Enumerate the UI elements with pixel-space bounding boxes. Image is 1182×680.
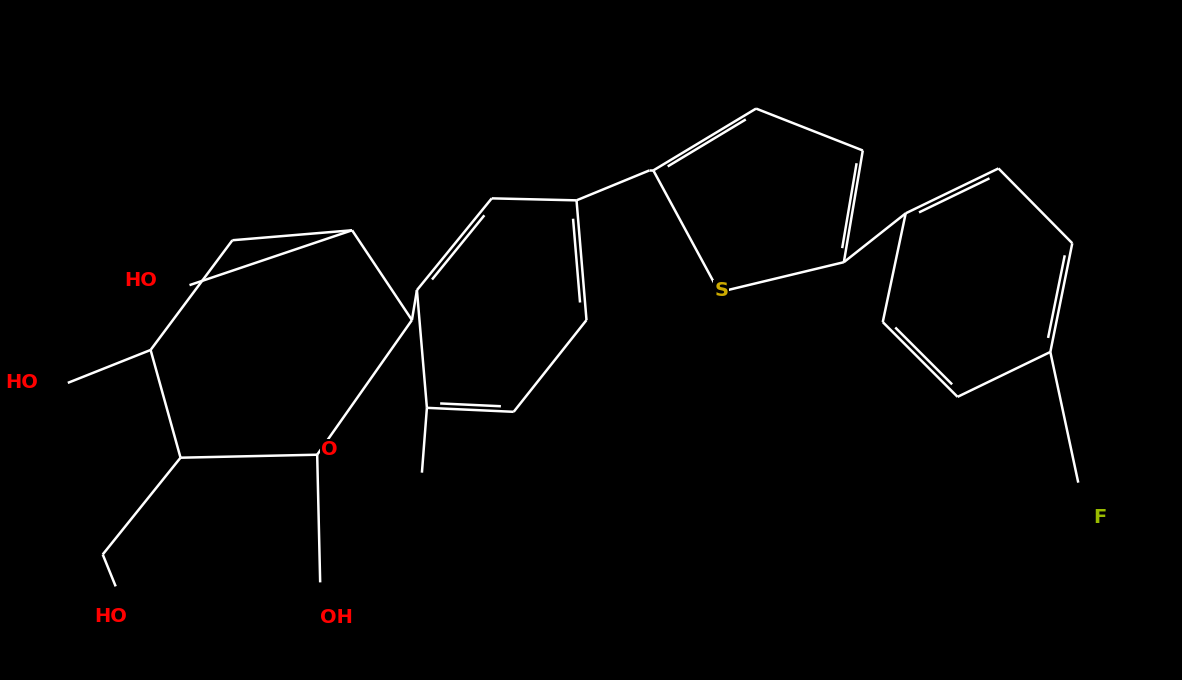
Text: HO: HO: [95, 607, 128, 626]
Text: HO: HO: [5, 373, 38, 392]
Text: HO: HO: [125, 271, 157, 290]
Text: S: S: [714, 281, 728, 300]
Text: OH: OH: [320, 608, 353, 627]
Text: O: O: [320, 440, 337, 459]
Text: F: F: [1093, 508, 1106, 527]
